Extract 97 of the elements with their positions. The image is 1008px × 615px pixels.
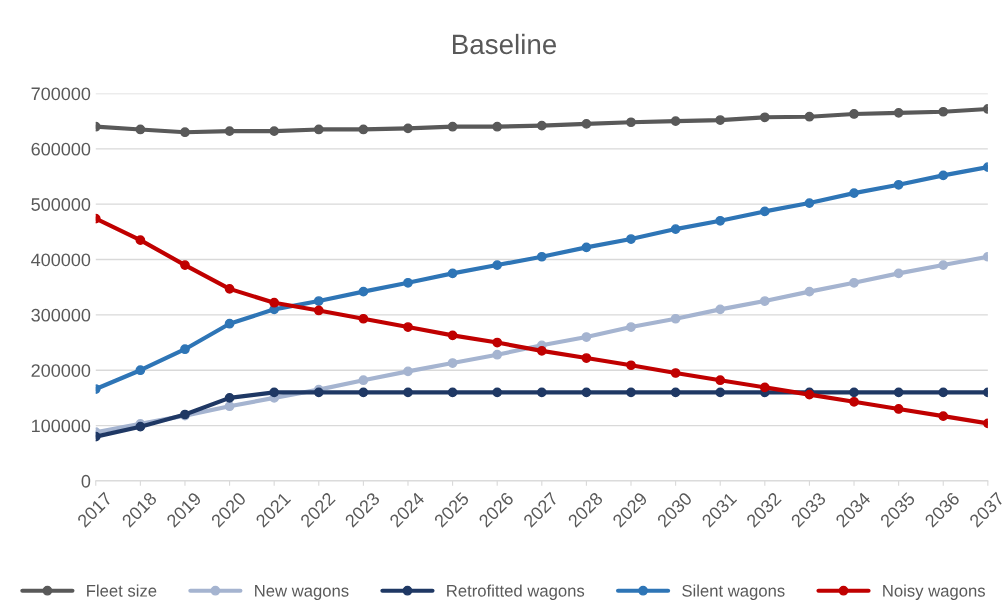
y-tick-label: 400000: [31, 253, 91, 267]
point: [358, 375, 369, 386]
legend-label: Noisy wagons: [883, 584, 985, 600]
point: [581, 387, 592, 398]
point: [224, 401, 235, 412]
y-tick-label: 600000: [31, 142, 91, 156]
point: [715, 304, 726, 315]
point: [938, 387, 949, 398]
point: [893, 268, 904, 279]
point: [581, 332, 592, 342]
point: [180, 344, 190, 355]
point: [492, 349, 503, 360]
point: [403, 277, 413, 288]
point: [358, 313, 369, 324]
y-tick-label: 700000: [31, 87, 91, 101]
point: [938, 411, 949, 422]
point: [536, 345, 547, 356]
point: [447, 358, 458, 368]
point: [804, 111, 815, 122]
point: [358, 387, 369, 398]
point: [581, 242, 592, 253]
point: [447, 268, 458, 279]
point: [492, 260, 503, 270]
point: [403, 387, 413, 398]
point: [626, 322, 636, 332]
point: [804, 198, 815, 208]
point: [313, 305, 324, 316]
point: [670, 387, 681, 398]
point: [759, 296, 770, 306]
point: [893, 179, 904, 190]
point: [938, 170, 949, 181]
point: [224, 284, 235, 294]
point: [135, 124, 146, 135]
point: [135, 235, 146, 246]
point: [893, 404, 904, 414]
legend-label: Retrofitted wagons: [447, 584, 585, 600]
y-tick-label: 0: [81, 474, 91, 488]
point: [670, 224, 681, 234]
point: [269, 387, 280, 398]
point: [893, 387, 904, 398]
point: [670, 313, 681, 324]
point: [893, 107, 904, 118]
point: [536, 387, 547, 398]
y-tick-label: 500000: [31, 198, 91, 211]
point: [180, 127, 190, 138]
point: [849, 277, 859, 288]
point: [715, 115, 726, 125]
point: [581, 119, 592, 129]
point: [313, 124, 324, 135]
legend-label: New wagons: [255, 585, 349, 600]
point: [938, 260, 949, 270]
point: [492, 121, 503, 132]
point: [849, 396, 859, 407]
chart-title: Baseline: [453, 33, 557, 55]
point: [135, 365, 146, 376]
legend-label: Fleet size: [87, 584, 157, 597]
point: [715, 375, 726, 386]
y-tick-label: 300000: [31, 308, 91, 322]
y-tick-label: 100000: [32, 419, 91, 433]
point: [759, 112, 770, 123]
point: [403, 322, 413, 332]
point: [715, 215, 726, 226]
point: [269, 297, 280, 308]
point: [358, 124, 369, 135]
point: [492, 337, 503, 348]
point: [447, 330, 458, 341]
y-tick-label: 200000: [31, 364, 91, 377]
point: [536, 251, 547, 262]
point: [804, 286, 815, 297]
point: [670, 368, 681, 378]
point: [849, 387, 859, 398]
point: [224, 318, 235, 329]
point: [313, 296, 324, 306]
point: [447, 121, 458, 132]
point: [849, 188, 859, 198]
point: [670, 116, 681, 127]
point: [938, 106, 949, 117]
point: [759, 382, 770, 393]
point: [626, 387, 636, 398]
point: [224, 393, 235, 403]
point: [626, 360, 636, 371]
point: [180, 260, 190, 270]
legend-label: Silent wagons: [682, 584, 785, 600]
point: [849, 109, 859, 119]
point: [626, 117, 636, 128]
point: [447, 387, 458, 398]
point: [403, 366, 413, 377]
point: [626, 234, 636, 244]
point: [269, 126, 280, 136]
point: [759, 206, 770, 217]
point: [715, 387, 726, 398]
point: [492, 387, 503, 398]
point: [224, 126, 235, 136]
point: [403, 123, 413, 134]
point: [581, 353, 592, 363]
point: [358, 286, 369, 297]
point: [536, 120, 547, 131]
